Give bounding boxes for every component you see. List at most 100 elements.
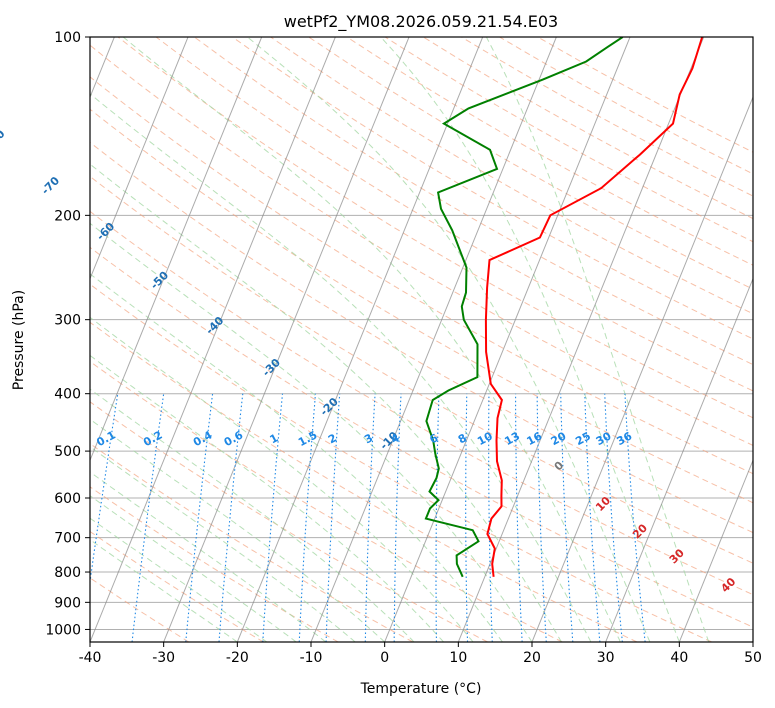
- x-tick-label: -40: [79, 650, 102, 666]
- isotherm-line: [90, 37, 336, 642]
- y-axis-title: Pressure (hPa): [11, 290, 27, 390]
- x-tick-label: -10: [300, 650, 323, 666]
- isotherm-line: [678, 459, 753, 642]
- moist-adiabat-line: [90, 316, 474, 642]
- mixing-ratio-line: [624, 393, 646, 642]
- moist-adiabat-line: [485, 37, 710, 642]
- dry-adiabat-line: [155, 37, 753, 392]
- isotherm-label: -70: [39, 174, 62, 197]
- dry-adiabat-line: [90, 175, 753, 564]
- mixing-ratio-line: [262, 393, 284, 642]
- dry-adiabat-line: [90, 577, 190, 642]
- dry-adiabat-line: [346, 37, 753, 266]
- isotherm-label: -50: [148, 269, 171, 292]
- mixing-ratio-line: [218, 393, 244, 642]
- dry-adiabat-line: [90, 321, 638, 642]
- line-labels: -100-90-80-70-60-50-40-30-20-100.10.20.4…: [0, 127, 739, 595]
- dry-adiabat-line: [90, 401, 488, 642]
- mixing-ratio-line: [90, 393, 119, 586]
- isotherm-line: [605, 277, 753, 642]
- isotherm-line: [310, 37, 557, 642]
- mixing-ratio-label: 0.1: [94, 428, 117, 449]
- isotherm-line: [90, 37, 263, 462]
- isotherm-line: [163, 37, 410, 642]
- x-tick-label: 20: [523, 650, 541, 666]
- moist-adiabat-line: [90, 354, 444, 642]
- mixing-ratio-line: [131, 393, 165, 642]
- dry-adiabat-line: [308, 37, 753, 290]
- y-tick-label: 500: [54, 444, 81, 460]
- y-tick-label: 400: [54, 387, 81, 403]
- mixing-ratio-line: [465, 393, 469, 642]
- temperature-line: [484, 37, 704, 577]
- isotherm-label: -60: [94, 220, 117, 243]
- y-tick-label: 900: [54, 595, 81, 611]
- mixing-ratio-label: 10: [475, 429, 495, 448]
- moist-adiabat-line: [90, 418, 386, 642]
- dry-adiabat-line: [270, 37, 753, 315]
- y-tick-label: 1000: [45, 622, 81, 638]
- mixing-ratio-label: 16: [525, 429, 545, 448]
- plot-frame: [89, 36, 754, 643]
- background-lines: [90, 37, 753, 642]
- moist-adiabat-label: 40: [718, 575, 738, 595]
- moist-adiabat-line: [90, 273, 503, 642]
- isotherm-line: [752, 640, 753, 642]
- dry-adiabat-line: [499, 37, 753, 175]
- dry-adiabat-line: [90, 108, 753, 504]
- moist-adiabat-line: [380, 37, 680, 642]
- y-tick-label: 100: [54, 30, 81, 46]
- mixing-ratio-label: 30: [594, 429, 614, 448]
- moist-adiabat-line: [90, 539, 238, 642]
- mixing-ratio-label: 20: [549, 429, 569, 448]
- dry-adiabat-line: [90, 443, 414, 642]
- mixing-ratio-label: 13: [502, 429, 522, 448]
- mixing-ratio-line: [584, 393, 601, 642]
- dry-adiabat-line: [194, 37, 753, 366]
- moist-adiabat-label: 0: [552, 458, 567, 473]
- mixing-ratio-line: [435, 393, 440, 642]
- chart-title: wetPf2_YM08.2026.059.21.54.E03: [284, 12, 558, 32]
- y-axis: 100 200 300 400 500 600 700 800 900 1000: [45, 30, 90, 638]
- y-tick-label: 800: [54, 565, 81, 581]
- x-axis: -40 -30 -20 -10 0 10 20 30 40 50: [79, 642, 762, 666]
- dry-adiabat-line: [90, 283, 712, 642]
- mixing-ratio-label: 0.4: [191, 428, 215, 449]
- moist-adiabat-label: 10: [593, 494, 613, 514]
- moist-adiabat-line: [90, 471, 327, 642]
- dry-adiabat-line: [232, 37, 753, 340]
- moist-adiabat-line: [90, 388, 415, 642]
- dry-adiabat-line: [90, 76, 753, 475]
- mixing-ratio-label: 1.5: [296, 428, 319, 449]
- mixing-ratio-line: [185, 393, 214, 642]
- mixing-ratio-line: [604, 393, 623, 642]
- isotherm-line: [457, 37, 705, 642]
- dewpoint-line: [424, 37, 624, 578]
- isotherm-line: [236, 37, 484, 642]
- moist-adiabat-line: [90, 163, 562, 642]
- isotherm-label: -30: [260, 356, 283, 379]
- dry-adiabat-line: [90, 210, 753, 596]
- x-tick-label: 0: [380, 650, 389, 666]
- mixing-ratio-label: 0.6: [222, 428, 246, 449]
- x-tick-label: -30: [152, 650, 175, 666]
- mixing-ratio-line: [560, 393, 574, 642]
- dry-adiabat-line: [537, 37, 753, 153]
- isotherm-label: -20: [318, 395, 341, 418]
- mixing-ratio-line: [364, 393, 376, 642]
- isotherm-label: -40: [203, 314, 226, 337]
- isotherm-line: [531, 95, 753, 642]
- mixing-ratio-line: [515, 393, 523, 642]
- mixing-ratio-line: [298, 393, 317, 642]
- dry-adiabat-line: [90, 486, 339, 642]
- y-tick-label: 300: [54, 313, 81, 329]
- y-tick-label: 600: [54, 491, 81, 507]
- x-tick-label: 50: [744, 650, 762, 666]
- dry-adiabat-line: [90, 44, 753, 446]
- isotherm-line: [384, 37, 631, 642]
- moist-adiabat-line: [90, 517, 268, 642]
- mixing-ratio-label: 6: [427, 431, 440, 446]
- mixing-ratio-label: 36: [615, 429, 635, 448]
- moist-adiabat-line: [90, 222, 533, 642]
